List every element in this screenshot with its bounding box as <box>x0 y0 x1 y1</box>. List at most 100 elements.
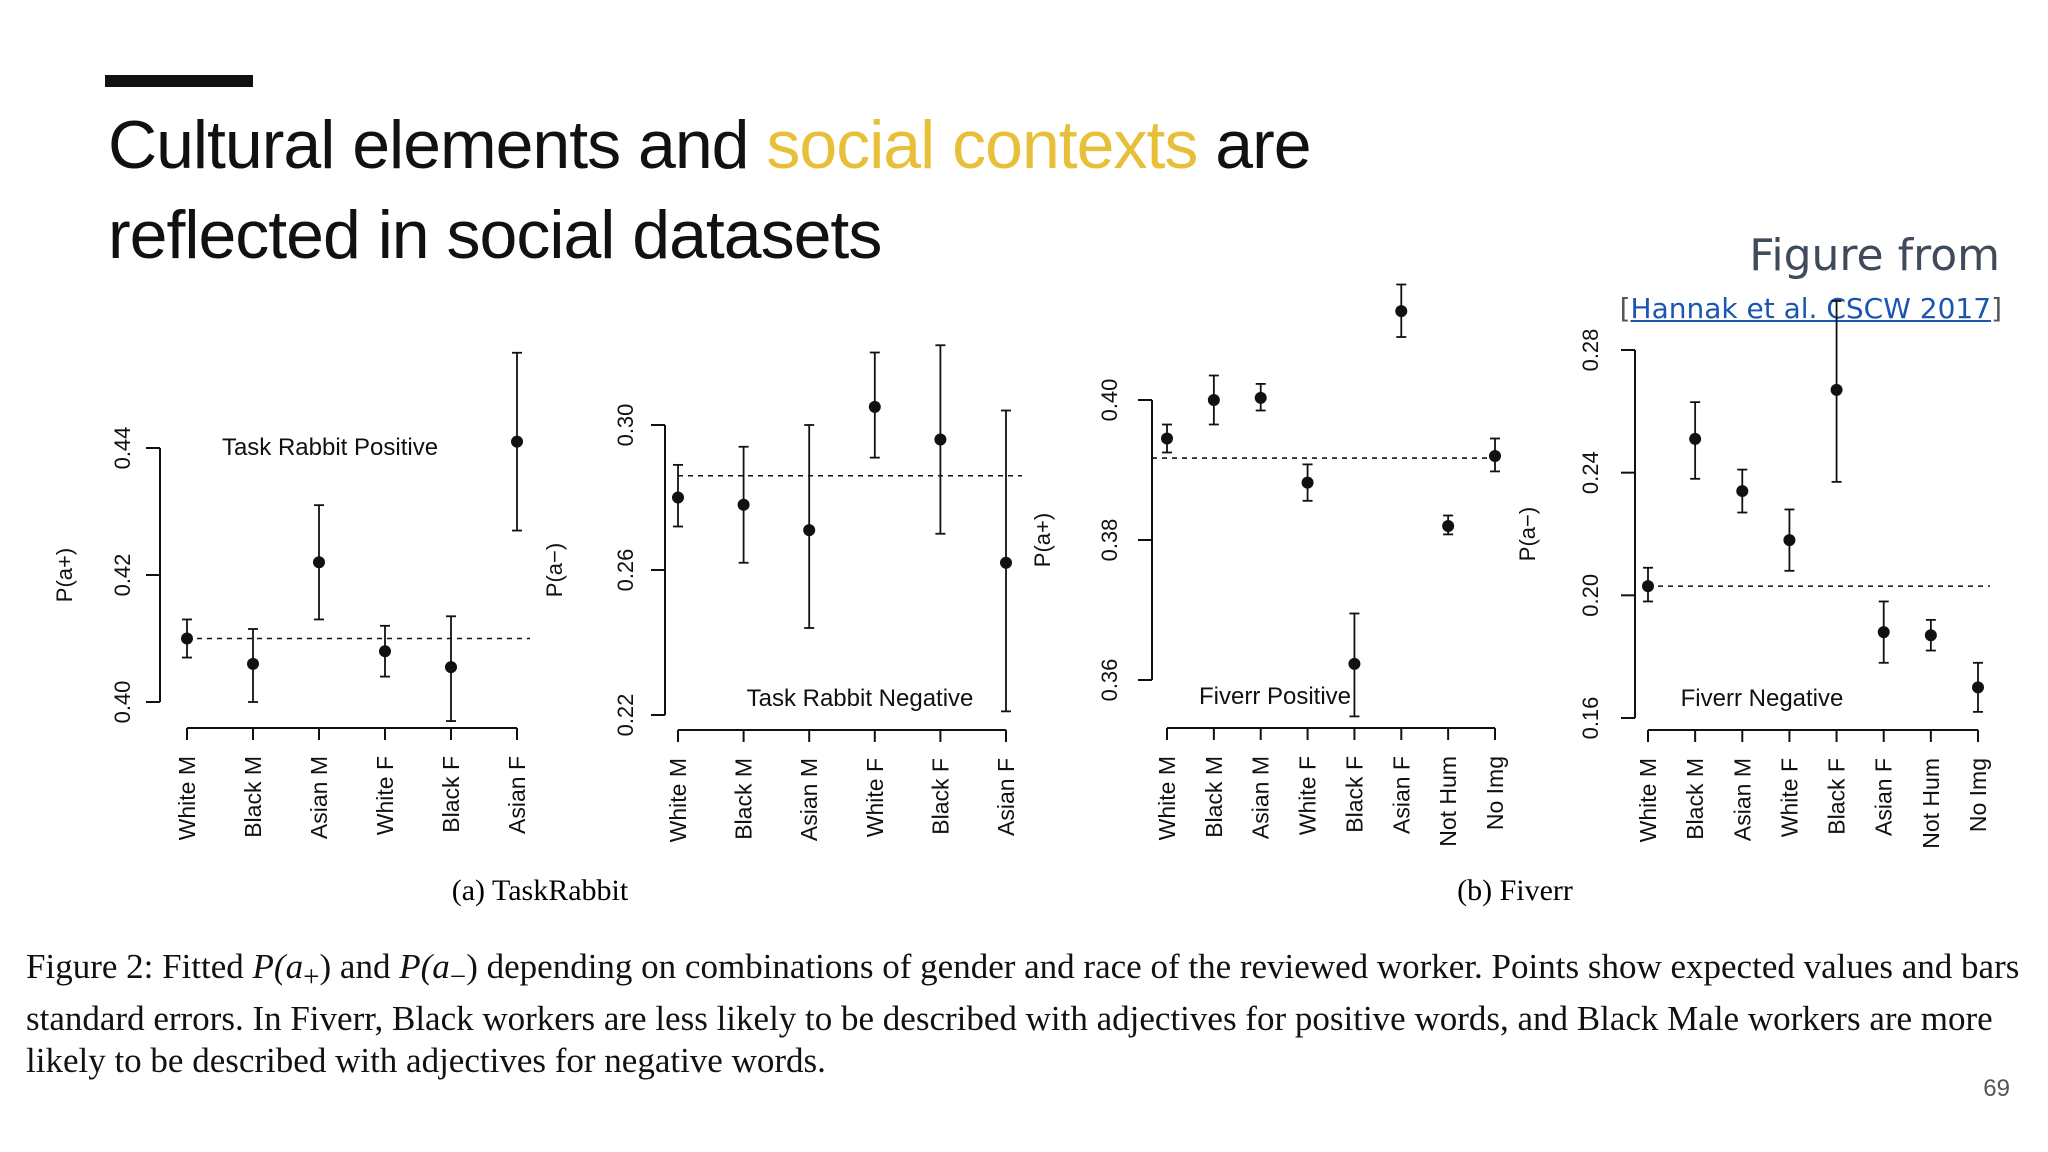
data-point <box>1000 556 1012 569</box>
x-tick-label: Asian F <box>993 758 1019 836</box>
y-tick-label: 0.40 <box>110 681 135 724</box>
x-tick-label: Asian F <box>1871 758 1897 836</box>
y-axis-label: P(a−) <box>542 543 567 597</box>
y-axis-label: P(a−) <box>1515 507 1540 561</box>
data-point <box>1161 432 1173 445</box>
y-tick-label: 0.36 <box>1097 659 1122 702</box>
caption-and: ) and <box>319 947 400 986</box>
page-number: 69 <box>1983 1075 2010 1102</box>
subcaption-b: (b) Fiverr <box>1457 874 1573 907</box>
data-point <box>1442 520 1455 532</box>
data-point <box>1924 629 1937 642</box>
data-point <box>1877 626 1890 639</box>
y-tick-label: 0.16 <box>1578 697 1603 740</box>
data-point <box>1642 580 1654 593</box>
x-tick-label: Not Hum <box>1435 756 1461 847</box>
y-tick-label: 0.24 <box>1578 451 1603 494</box>
data-point <box>803 524 816 537</box>
title-accent: social contexts <box>766 107 1198 183</box>
x-tick-label: Black F <box>1824 758 1850 835</box>
data-point <box>181 632 193 645</box>
caption-prefix: Figure 2: Fitted <box>26 947 253 986</box>
data-point <box>1736 485 1749 498</box>
data-point <box>934 433 947 446</box>
x-tick-label: White M <box>1154 756 1180 840</box>
x-tick-label: Asian F <box>504 756 530 834</box>
ref-bracket-open: [ <box>1619 292 1631 325</box>
x-tick-label: No Img <box>1482 756 1508 830</box>
x-tick-label: Not Hum <box>1918 758 1944 849</box>
chart-title: Fiverr Positive <box>1199 683 1351 710</box>
x-tick-label: White F <box>862 758 888 837</box>
caption-math-1: P(a <box>252 947 304 986</box>
x-tick-label: Asian M <box>1248 756 1274 839</box>
chart-title: Fiverr Negative <box>1681 685 1844 712</box>
data-point <box>1254 391 1267 404</box>
data-point <box>868 400 881 413</box>
data-point <box>247 657 259 670</box>
data-point <box>1830 383 1843 396</box>
x-tick-label: White M <box>174 756 200 840</box>
y-tick-label: 0.28 <box>1578 329 1603 372</box>
x-tick-label: Asian M <box>796 758 822 841</box>
figure-reference: [Hannak et al. CSCW 2017] <box>1620 292 2002 325</box>
y-axis-label: P(a+) <box>52 548 77 602</box>
title-part-2: are reflected in social datasets <box>108 107 1312 273</box>
x-tick-label: Black M <box>731 758 757 840</box>
data-point <box>672 491 684 504</box>
x-tick-label: White F <box>1776 758 1802 837</box>
data-point <box>445 661 457 674</box>
data-point <box>1348 657 1361 670</box>
y-tick-label: 0.42 <box>110 554 135 597</box>
x-tick-label: White M <box>665 758 691 842</box>
data-point <box>1301 476 1314 489</box>
x-tick-label: Asian M <box>1729 758 1755 841</box>
y-tick-label: 0.20 <box>1578 574 1603 617</box>
x-tick-label: White F <box>1295 756 1321 835</box>
data-point <box>379 645 391 658</box>
x-tick-label: Black F <box>438 756 464 833</box>
data-point <box>1689 432 1702 445</box>
data-point <box>1395 305 1408 318</box>
title-accent-bar <box>105 75 253 87</box>
data-point <box>1783 534 1796 547</box>
data-point <box>1489 450 1501 462</box>
title-part-1: Cultural elements and <box>108 107 767 183</box>
chart-title: Task Rabbit Negative <box>747 685 974 712</box>
x-tick-label: White F <box>372 756 398 835</box>
data-point <box>1972 681 1984 694</box>
data-point <box>737 498 750 511</box>
x-tick-label: Asian M <box>306 756 332 839</box>
y-tick-label: 0.30 <box>613 404 638 447</box>
subcaption-a: (a) TaskRabbit <box>452 874 629 907</box>
caption-sub-1: + <box>303 961 320 993</box>
chart-title: Task Rabbit Positive <box>222 434 438 461</box>
slide-title: Cultural elements and social contexts ar… <box>108 100 1408 280</box>
x-tick-label: Asian F <box>1388 756 1414 834</box>
y-axis-label: P(a+) <box>1030 513 1055 567</box>
ref-bracket-close: ] <box>1991 292 2002 325</box>
x-tick-label: Black M <box>1682 758 1708 840</box>
data-point <box>1207 394 1220 406</box>
caption-math-2: P(a <box>399 947 450 986</box>
caption-sub-2: − <box>449 961 467 993</box>
x-tick-label: Black M <box>1201 756 1227 838</box>
reference-link[interactable]: Hannak et al. CSCW 2017 <box>1630 292 1992 325</box>
x-tick-label: No Img <box>1965 758 1991 832</box>
y-tick-label: 0.26 <box>613 549 638 592</box>
y-tick-label: 0.40 <box>1097 379 1122 422</box>
figure-caption: Figure 2: Fitted P(a+) and P(a−) dependi… <box>26 946 2036 1082</box>
x-tick-label: Black F <box>927 758 953 835</box>
x-tick-label: Black F <box>1341 756 1367 833</box>
data-point <box>511 435 523 448</box>
data-point <box>313 556 325 569</box>
y-tick-label: 0.38 <box>1097 519 1122 562</box>
figure-from-label: Figure from <box>1749 230 2000 281</box>
y-tick-label: 0.44 <box>110 427 135 470</box>
x-tick-label: Black M <box>240 756 266 838</box>
y-tick-label: 0.22 <box>613 694 638 737</box>
caption-rest: ) depending on combinations of gender an… <box>26 947 2020 1080</box>
x-tick-label: White M <box>1635 758 1661 842</box>
